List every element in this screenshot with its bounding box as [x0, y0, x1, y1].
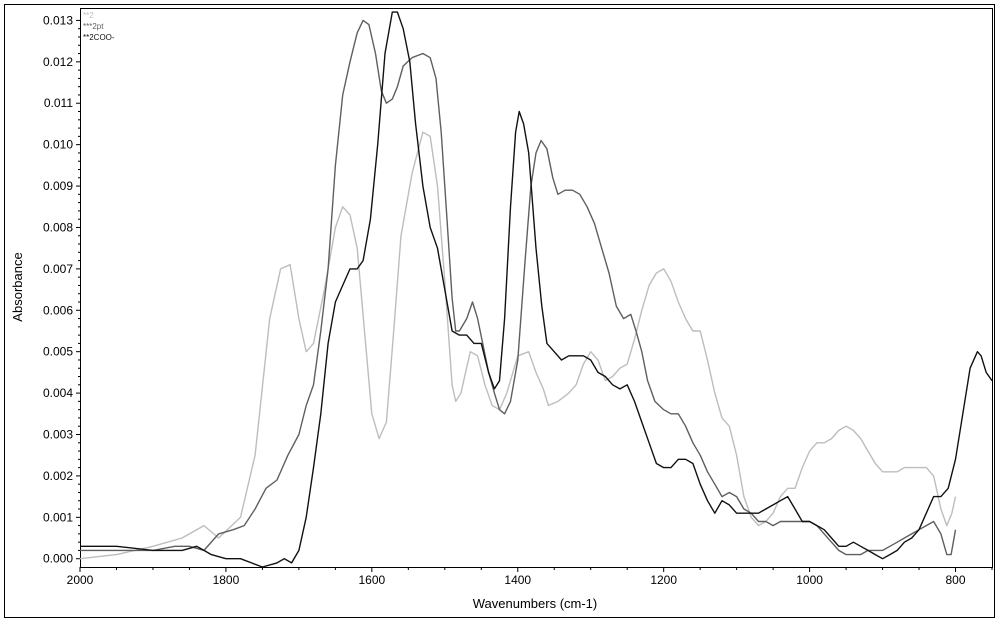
y-axis: 0.000 0.001 0.002 0.003 0.004 0.005 0.006 0.007…	[43, 13, 80, 566]
y-tick-label: 0.013	[43, 13, 73, 27]
x-axis-title: Wavenumbers (cm-1)	[473, 596, 597, 611]
series-line-3	[80, 11, 993, 568]
legend-entry: ***2pt	[83, 22, 104, 31]
x-tick-label: 2000	[67, 573, 94, 587]
y-tick-label: 0.001	[43, 510, 73, 524]
series-lines	[79, 11, 993, 568]
y-tick-label: 0.005	[43, 345, 73, 359]
y-tick-label: 0.011	[44, 96, 73, 110]
series-line-1	[79, 131, 957, 560]
x-axis: 2000 1800 1600 1400 1200 1000 800	[67, 567, 993, 587]
y-tick-label: 0.004	[43, 386, 73, 400]
y-tick-label: 0.000	[43, 552, 73, 566]
y-tick-label: 0.008	[43, 220, 73, 234]
x-tick-label: 1200	[650, 573, 677, 587]
y-tick-label: 0.010	[43, 138, 73, 152]
x-tick-label: 1000	[796, 573, 823, 587]
y-tick-label: 0.003	[43, 427, 73, 441]
x-tick-label: 1400	[504, 573, 531, 587]
plot-area[interactable]	[80, 8, 993, 568]
x-tick-label: 1600	[358, 573, 385, 587]
y-axis-title: Absorbance	[10, 252, 25, 321]
legend-entry: **2COO-	[83, 33, 115, 42]
y-tick-label: 0.009	[43, 179, 73, 193]
x-tick-label: 1800	[213, 573, 240, 587]
outer-border	[4, 4, 995, 618]
series-line-2	[80, 19, 957, 556]
x-tick-label: 800	[946, 573, 966, 587]
y-tick-label: 0.006	[43, 303, 73, 317]
y-tick-label: 0.012	[43, 55, 73, 69]
y-tick-label: 0.002	[43, 469, 73, 483]
y-tick-label: 0.007	[43, 262, 73, 276]
legend-entry: **2	[83, 11, 94, 20]
legend: **2 ***2pt **2COO-	[83, 11, 115, 42]
